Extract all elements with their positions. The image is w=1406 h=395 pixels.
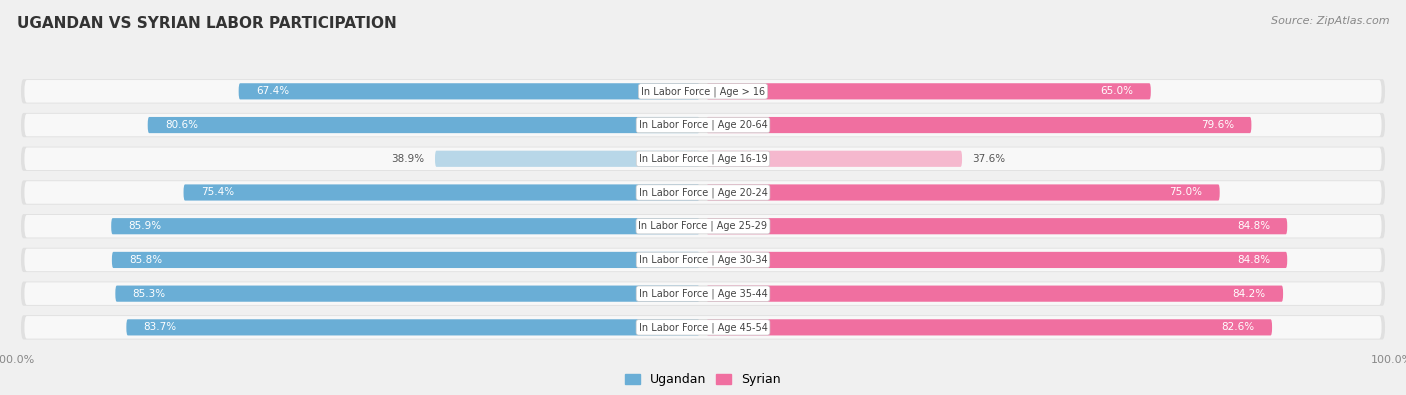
FancyBboxPatch shape	[24, 282, 1382, 305]
Text: In Labor Force | Age > 16: In Labor Force | Age > 16	[641, 86, 765, 97]
FancyBboxPatch shape	[21, 79, 1385, 103]
FancyBboxPatch shape	[127, 319, 700, 335]
FancyBboxPatch shape	[21, 147, 1385, 171]
FancyBboxPatch shape	[21, 214, 1385, 238]
FancyBboxPatch shape	[706, 83, 1152, 100]
Text: 84.8%: 84.8%	[1237, 221, 1270, 231]
FancyBboxPatch shape	[706, 252, 1288, 268]
Text: 65.0%: 65.0%	[1101, 87, 1133, 96]
Text: 84.8%: 84.8%	[1237, 255, 1270, 265]
FancyBboxPatch shape	[148, 117, 700, 133]
FancyBboxPatch shape	[21, 315, 1385, 340]
Text: 82.6%: 82.6%	[1222, 322, 1254, 332]
FancyBboxPatch shape	[434, 150, 700, 167]
Text: 79.6%: 79.6%	[1201, 120, 1234, 130]
Text: In Labor Force | Age 20-64: In Labor Force | Age 20-64	[638, 120, 768, 130]
FancyBboxPatch shape	[706, 150, 962, 167]
FancyBboxPatch shape	[24, 147, 1382, 170]
Text: In Labor Force | Age 16-19: In Labor Force | Age 16-19	[638, 154, 768, 164]
FancyBboxPatch shape	[706, 319, 1272, 335]
Text: In Labor Force | Age 45-54: In Labor Force | Age 45-54	[638, 322, 768, 333]
Text: 83.7%: 83.7%	[143, 322, 177, 332]
FancyBboxPatch shape	[706, 184, 1220, 201]
FancyBboxPatch shape	[184, 184, 700, 201]
Text: 84.2%: 84.2%	[1233, 289, 1265, 299]
Text: 75.4%: 75.4%	[201, 188, 233, 198]
Text: In Labor Force | Age 30-34: In Labor Force | Age 30-34	[638, 255, 768, 265]
Text: 80.6%: 80.6%	[165, 120, 198, 130]
Text: In Labor Force | Age 20-24: In Labor Force | Age 20-24	[638, 187, 768, 198]
FancyBboxPatch shape	[24, 248, 1382, 271]
FancyBboxPatch shape	[239, 83, 700, 100]
FancyBboxPatch shape	[21, 282, 1385, 306]
FancyBboxPatch shape	[24, 181, 1382, 204]
Text: 85.8%: 85.8%	[129, 255, 162, 265]
FancyBboxPatch shape	[21, 113, 1385, 137]
Text: 67.4%: 67.4%	[256, 87, 290, 96]
FancyBboxPatch shape	[706, 286, 1284, 302]
FancyBboxPatch shape	[706, 218, 1288, 234]
FancyBboxPatch shape	[112, 252, 700, 268]
FancyBboxPatch shape	[21, 248, 1385, 272]
Text: In Labor Force | Age 25-29: In Labor Force | Age 25-29	[638, 221, 768, 231]
FancyBboxPatch shape	[24, 316, 1382, 339]
Text: In Labor Force | Age 35-44: In Labor Force | Age 35-44	[638, 288, 768, 299]
FancyBboxPatch shape	[115, 286, 700, 302]
FancyBboxPatch shape	[111, 218, 700, 234]
Text: 75.0%: 75.0%	[1170, 188, 1202, 198]
FancyBboxPatch shape	[21, 181, 1385, 205]
Text: UGANDAN VS SYRIAN LABOR PARTICIPATION: UGANDAN VS SYRIAN LABOR PARTICIPATION	[17, 16, 396, 31]
FancyBboxPatch shape	[24, 80, 1382, 103]
Text: 38.9%: 38.9%	[391, 154, 425, 164]
Text: Source: ZipAtlas.com: Source: ZipAtlas.com	[1271, 16, 1389, 26]
FancyBboxPatch shape	[24, 114, 1382, 136]
FancyBboxPatch shape	[706, 117, 1251, 133]
Text: 85.3%: 85.3%	[132, 289, 166, 299]
FancyBboxPatch shape	[24, 215, 1382, 237]
Text: 85.9%: 85.9%	[128, 221, 162, 231]
Legend: Ugandan, Syrian: Ugandan, Syrian	[620, 368, 786, 391]
Text: 37.6%: 37.6%	[973, 154, 1005, 164]
